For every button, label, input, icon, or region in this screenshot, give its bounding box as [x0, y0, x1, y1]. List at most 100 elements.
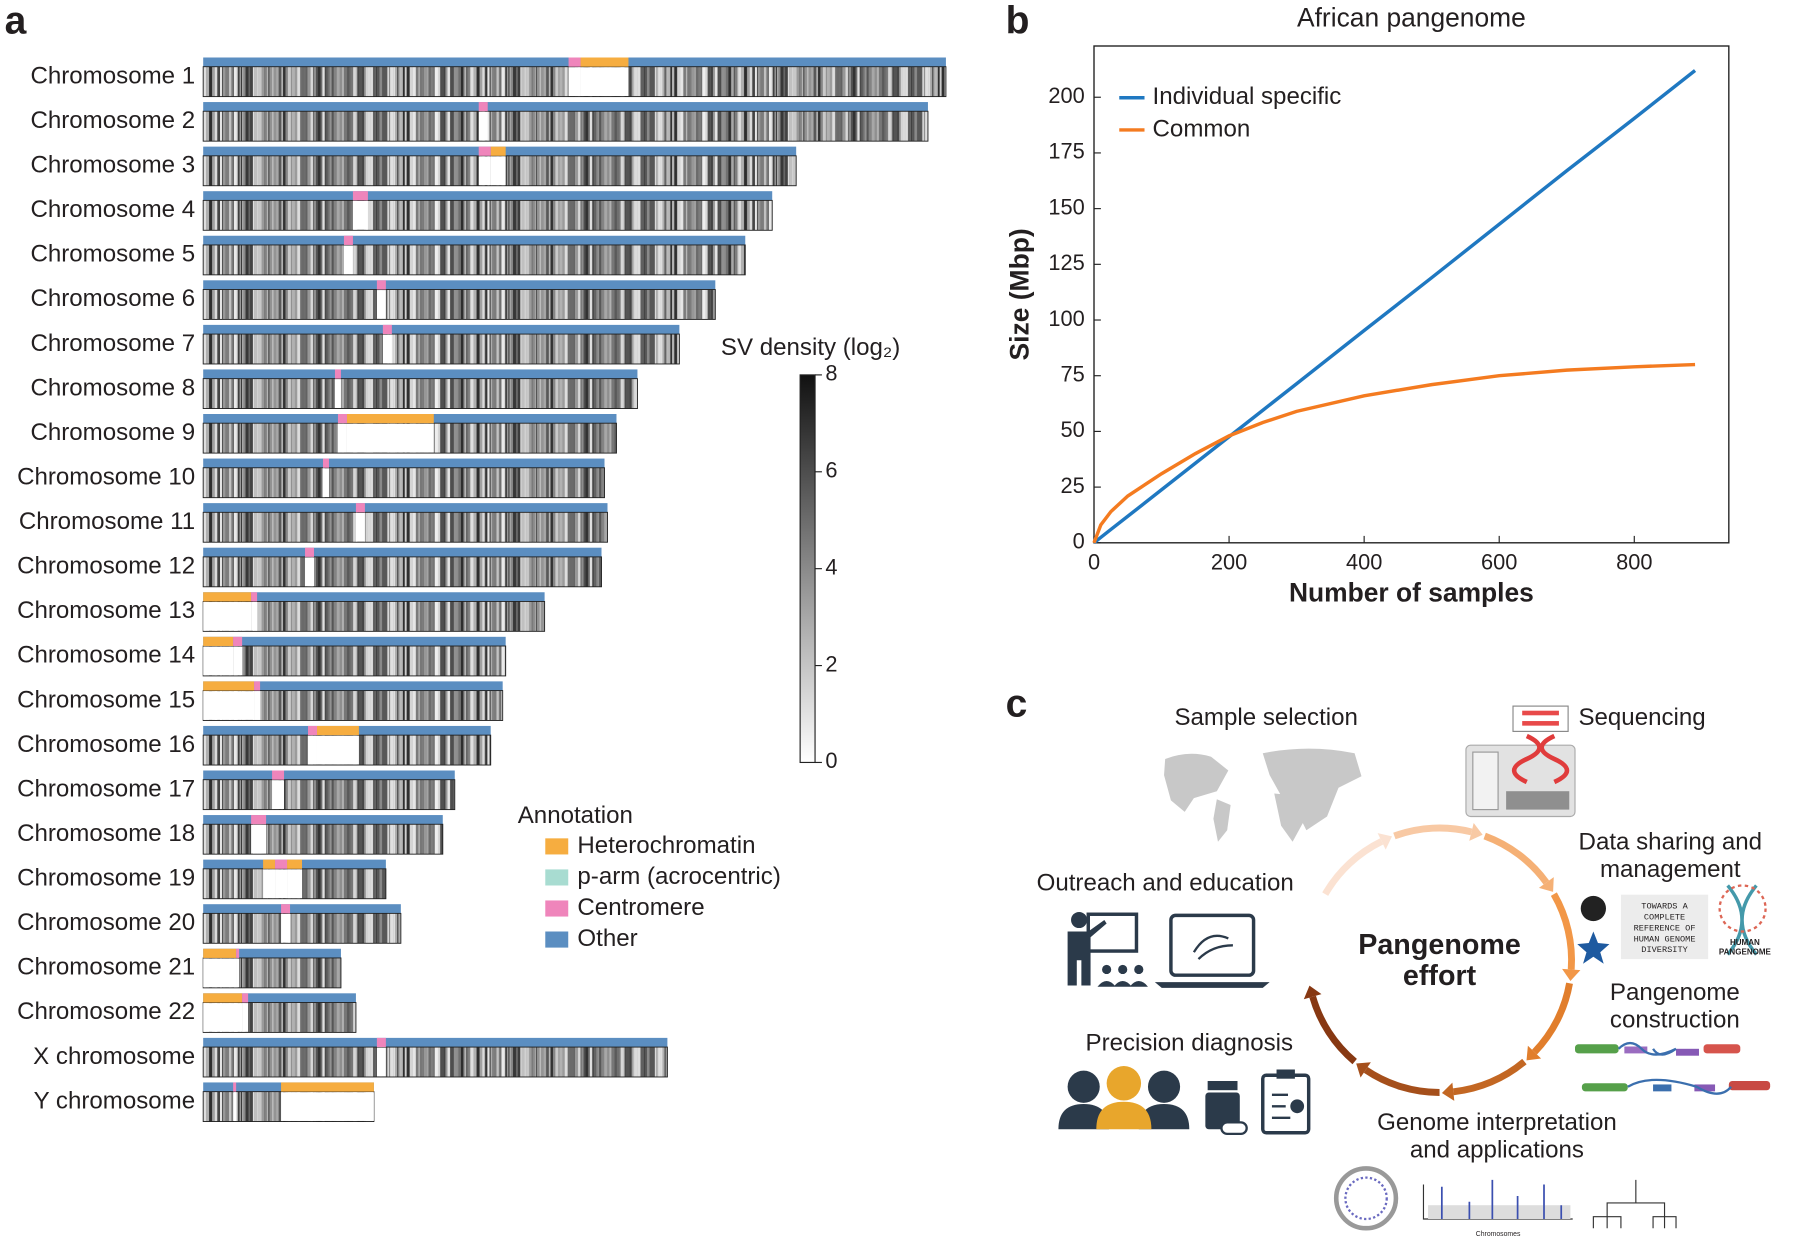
- logo-text: HUMAN: [1730, 938, 1760, 947]
- heterochromatin: [203, 948, 237, 958]
- density-gap: [275, 869, 288, 899]
- density-track: [202, 600, 546, 632]
- sequencer-door: [1472, 751, 1499, 811]
- annotation-strip: [203, 815, 443, 825]
- colorbar-tick-label: 8: [825, 361, 837, 386]
- centromere: [242, 993, 249, 1003]
- density-gap: [580, 67, 629, 97]
- density-gap: [203, 646, 234, 676]
- cycle-arc: [1452, 1058, 1527, 1096]
- poster-text: REFERENCE OF: [1634, 923, 1696, 933]
- centromere: [281, 904, 291, 914]
- legend-label: Centromere: [577, 894, 704, 921]
- chromosome-label: X chromosome: [33, 1043, 195, 1070]
- cycle-arrowhead: [1303, 985, 1322, 1000]
- step-label: Genome interpretation: [1377, 1109, 1617, 1136]
- y-tick-label: 0: [1073, 529, 1085, 554]
- colorbar-tick-label: 4: [825, 554, 837, 579]
- cycle-arc: [1309, 995, 1357, 1065]
- x-tick-label: 200: [1211, 549, 1247, 574]
- density-gap: [203, 691, 255, 720]
- step-label: Pangenome: [1610, 979, 1740, 1006]
- chromosome-label: Chromosome 12: [17, 553, 195, 580]
- center-label: effort: [1403, 960, 1477, 992]
- density-gap: [236, 958, 240, 988]
- heterochromatin: [580, 57, 629, 67]
- x-tick-label: 0: [1088, 549, 1100, 574]
- density-gap: [263, 869, 276, 899]
- density-gap: [316, 735, 359, 765]
- heterochromatin: [281, 1082, 374, 1092]
- cycle-arrowhead: [1469, 823, 1483, 841]
- density-track: [202, 110, 929, 142]
- y-tick-label: 150: [1048, 194, 1084, 219]
- plot-frame: [1093, 45, 1730, 544]
- annotation-strip: [203, 324, 680, 335]
- chromosome-label: Chromosome 20: [17, 909, 195, 936]
- centromere: [376, 280, 386, 290]
- step-label: Outreach and education: [1037, 870, 1294, 897]
- chromosome-label: Chromosome 13: [17, 597, 195, 624]
- centromere: [334, 369, 341, 379]
- annotation-strip: [203, 1037, 668, 1048]
- poster-text: DIVERSITY: [1641, 945, 1688, 955]
- heterochromatin: [316, 725, 359, 736]
- line: [1092, 362, 1696, 544]
- colorbar-tick-label: 2: [825, 651, 837, 676]
- legend-label: Individual specific: [1153, 83, 1342, 110]
- density-gap: [281, 1092, 374, 1121]
- chromosome-label: Chromosome 22: [17, 998, 195, 1025]
- analysis-icons: [1333, 1166, 1677, 1231]
- annotation-strip: [203, 770, 455, 780]
- legend-swatch: [545, 931, 569, 948]
- dna-helix: [1511, 733, 1570, 785]
- cycle-arc: [1531, 982, 1573, 1055]
- density-gap: [478, 156, 491, 186]
- annotation-strip: [203, 993, 356, 1003]
- star-logo: [1577, 931, 1610, 964]
- chromosome-label: Chromosome 21: [17, 954, 195, 981]
- density-gap: [305, 557, 314, 587]
- heterochromatin: [346, 414, 434, 424]
- annotation-strip: [203, 280, 716, 290]
- cycle-arrowhead: [1538, 877, 1554, 892]
- chromosome-label: Chromosome 6: [30, 285, 195, 312]
- icons: [1058, 705, 1771, 1231]
- step-label: construction: [1610, 1007, 1740, 1034]
- centromere: [305, 547, 314, 557]
- centromere: [355, 503, 365, 513]
- centromere: [275, 859, 288, 869]
- centromere: [382, 324, 392, 335]
- centromere: [376, 1037, 386, 1048]
- legend-label: Other: [577, 925, 637, 952]
- annotation-strip: [203, 904, 401, 914]
- y-tick-label: 125: [1048, 250, 1084, 275]
- density-gap: [382, 334, 392, 364]
- chart-title: African pangenome: [1297, 3, 1526, 33]
- centromere: [272, 770, 285, 780]
- panel-label: c: [1006, 682, 1028, 725]
- logo-tree: [1718, 884, 1767, 933]
- density-track: [202, 823, 444, 855]
- heterochromatin: [203, 636, 234, 647]
- density-gap: [233, 646, 243, 676]
- chromosome-label: Chromosome 4: [30, 196, 195, 223]
- density-track: [202, 912, 402, 944]
- panel-label: b: [1006, 0, 1030, 42]
- density-gap: [242, 1003, 249, 1032]
- centromere: [568, 57, 581, 67]
- cycle-arc: [1550, 892, 1575, 970]
- chromosome-label: Chromosome 11: [19, 508, 195, 535]
- step-label: management: [1600, 856, 1741, 883]
- cycle-arc: [1322, 838, 1384, 896]
- cycle-arrowhead: [1526, 1045, 1542, 1061]
- annotation-strip: [203, 458, 605, 468]
- centromere: [251, 592, 258, 602]
- density-track: [202, 645, 507, 677]
- chromosome-label: Chromosome 14: [17, 642, 195, 669]
- chromosome-label: Chromosome 16: [17, 731, 195, 758]
- colorbar-tick-label: 6: [825, 458, 837, 483]
- density-gap: [203, 602, 252, 631]
- density-gap: [343, 245, 353, 275]
